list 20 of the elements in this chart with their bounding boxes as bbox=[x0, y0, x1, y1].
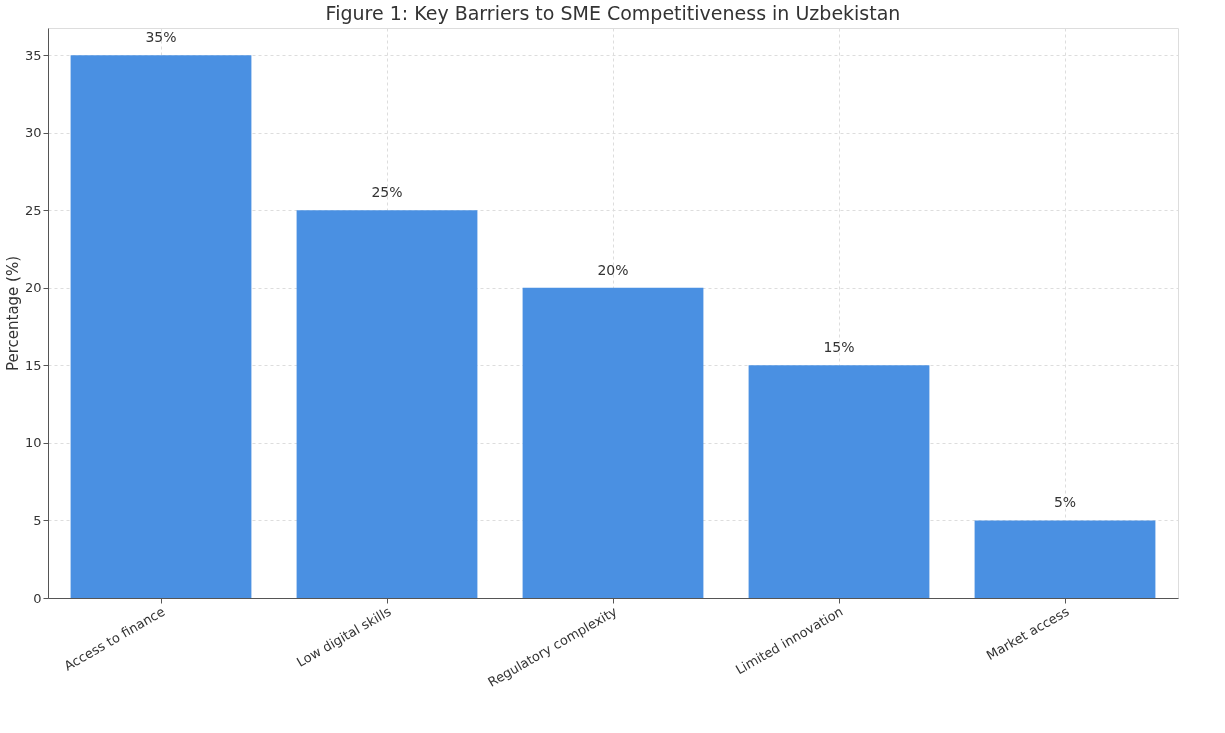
y-tick-label: 20 bbox=[24, 280, 42, 296]
bar bbox=[70, 55, 252, 598]
data-label: 25% bbox=[371, 184, 403, 201]
bar bbox=[522, 287, 704, 598]
y-tick-label: 5 bbox=[33, 512, 42, 528]
y-tick-label: 0 bbox=[33, 590, 42, 606]
data-label: 20% bbox=[597, 261, 629, 278]
bar bbox=[974, 520, 1156, 598]
y-tick-label: 25 bbox=[24, 202, 42, 218]
data-label: 5% bbox=[1053, 494, 1077, 511]
y-tick-label: 10 bbox=[24, 435, 42, 451]
bar bbox=[748, 365, 930, 598]
y-tick-label: 30 bbox=[24, 125, 42, 141]
chart-title: Figure 1: Key Barriers to SME Competitiveness in Uzbekistan bbox=[325, 2, 901, 24]
bar bbox=[296, 210, 478, 598]
y-tick-label: 35 bbox=[24, 47, 42, 63]
data-label: 15% bbox=[823, 339, 855, 356]
y-axis-title: Percentage (%) bbox=[3, 255, 22, 372]
y-tick-label: 15 bbox=[24, 357, 42, 373]
data-label: 35% bbox=[145, 29, 177, 46]
